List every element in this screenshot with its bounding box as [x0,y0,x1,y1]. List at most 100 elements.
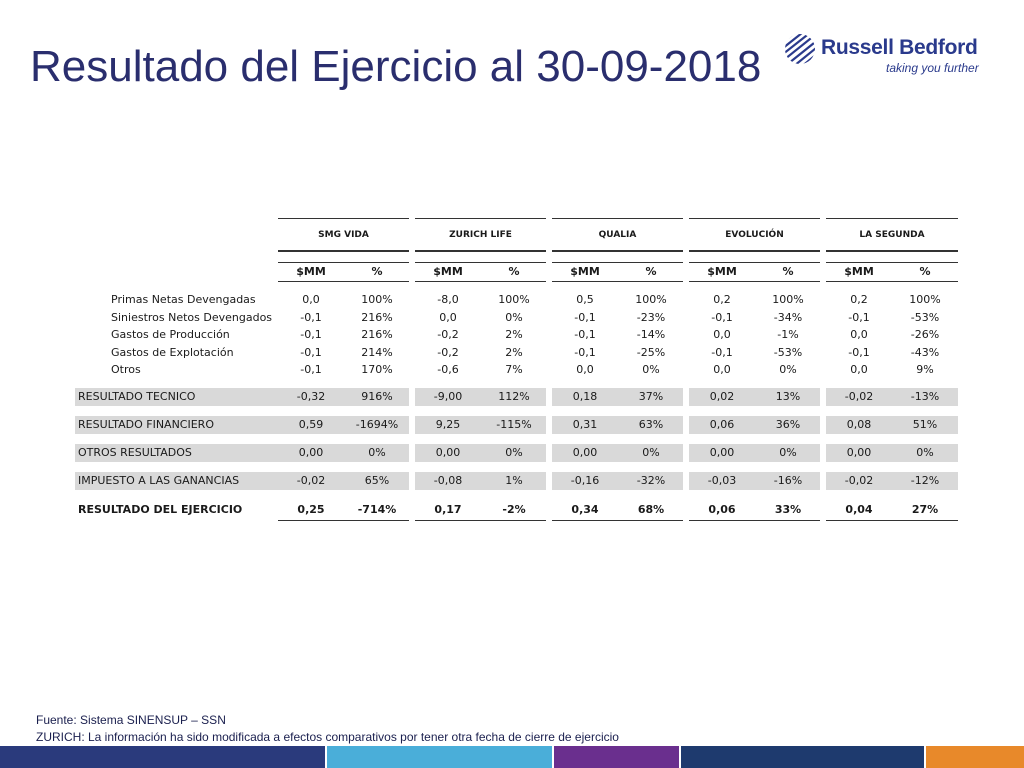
group-header-label: EVOLUCIÓN [725,230,784,240]
summary-row: RESULTADO FINANCIERO 0,59 -1694% 9,25 -115% 0… [75,416,960,434]
row-shade [826,444,958,462]
value-mm: -0,1 [300,345,322,359]
value-pct: -32% [636,474,666,487]
row-shade [415,472,546,490]
value-pct: 33% [774,503,802,516]
bar-segment [681,746,924,768]
page-title: Resultado del Ejercicio al 30-09-2018 [30,42,762,91]
row-shade [75,444,409,462]
summary-row: IMPUESTO A LAS GANANCIAS -0,02 65% -0,08 1% -… [75,472,960,490]
logo-name: Russell Bedford [821,36,978,59]
value-mm: -0,1 [574,328,596,341]
bar-segment [327,746,552,768]
value-mm: -0,1 [300,310,322,324]
bar-segment [0,746,325,768]
value-mm: 0,06 [708,503,736,516]
row-shade [552,444,683,462]
subheader-bottom-rule [415,281,546,282]
row-label: Primas Netas Devengadas [111,293,256,306]
summary-row: RESULTADO TECNICO -0,32 916% -9,00 112% 0,18 3… [75,388,960,406]
value-mm: 0,31 [572,418,598,431]
value-mm: 0,00 [709,446,735,459]
row-label: RESULTADO TECNICO [78,390,196,403]
group-top-rule [552,218,683,219]
value-mm: 0,17 [434,503,462,516]
value-pct: -53% [910,310,940,324]
subheader-mm: $MM [707,265,737,278]
group-header: ZURICH LIFE [75,226,960,244]
value-pct: 214% [361,345,393,359]
value-pct: 27% [911,503,939,516]
summary-row: RESULTADO DEL EJERCICIO 0,25 -714% 0,17 -2% 0… [75,501,960,519]
value-pct: 36% [775,418,801,431]
row-shade [826,416,958,434]
value-pct: 216% [361,310,393,324]
subheader-bottom-rule [826,281,958,282]
value-mm: -0,2 [437,328,459,341]
row-shade [415,416,546,434]
subheader-bottom-rule [552,281,683,282]
value-pct: -2% [502,503,526,516]
subheader-bottom-rule [278,281,409,282]
value-pct: 37% [638,390,664,403]
row-shade [552,416,683,434]
subheader-top-rule [415,262,546,263]
value-pct: 0% [505,446,523,459]
row-shade [75,416,409,434]
value-pct: 2% [505,328,523,341]
value-pct: 0% [779,363,797,376]
value-mm: -0,1 [300,328,322,341]
subheader-top-rule [826,262,958,263]
row-label: OTROS RESULTADOS [78,446,192,459]
table-row: Otros -0,1 170% -0,6 7% 0,0 0% 0,0 0% 0,0 9% [75,361,960,379]
value-pct: 100% [635,293,667,306]
footer-note: ZURICH: La información ha sido modificad… [36,730,619,744]
value-pct: 100% [498,293,530,306]
total-underline [826,520,958,521]
row-shade [689,472,820,490]
value-pct: 100% [361,293,393,306]
value-pct: 170% [361,363,393,376]
value-mm: -0,1 [574,345,596,359]
value-pct: -1694% [355,418,399,431]
value-pct: 0% [779,446,797,459]
row-label: RESULTADO DEL EJERCICIO [78,503,243,516]
value-mm: 0,02 [709,390,735,403]
table-row: Gastos de Explotación -0,1 214% -0,2 2% -0,1 -… [75,344,960,362]
value-mm: -0,02 [844,390,874,403]
bottom-color-bar [0,746,1024,768]
group-header-label: SMG VIDA [318,230,369,240]
value-pct: -115% [496,418,532,431]
logo-tagline: taking you further [886,61,979,75]
subheader-row: $MM% [75,263,960,281]
value-mm: -0,1 [848,345,870,359]
value-mm: 0,04 [845,503,873,516]
value-pct: -714% [357,503,397,516]
value-pct: 13% [775,390,801,403]
value-mm: -0,2 [437,345,459,359]
value-mm: 0,06 [709,418,735,431]
row-shade [689,444,820,462]
value-pct: -26% [910,328,940,341]
value-pct: 1% [505,474,523,487]
value-mm: -0,16 [570,474,600,487]
value-mm: 0,5 [576,293,594,306]
group-top-rule [415,218,546,219]
value-mm: -0,02 [844,474,874,487]
total-underline [278,520,409,521]
value-pct: 916% [361,390,393,403]
subheader-mm: $MM [844,265,874,278]
value-pct: 100% [909,293,941,306]
value-pct: 7% [505,363,523,376]
value-mm: 0,25 [297,503,325,516]
row-shade [689,388,820,406]
value-mm: -0,6 [437,363,459,376]
subheader-top-rule [689,262,820,263]
value-pct: -13% [910,390,940,403]
row-shade [75,472,409,490]
value-mm: 0,00 [298,446,324,459]
bar-segment [926,746,1024,768]
value-pct: 0% [505,310,523,324]
value-pct: 2% [505,345,523,359]
subheader-top-rule [552,262,683,263]
